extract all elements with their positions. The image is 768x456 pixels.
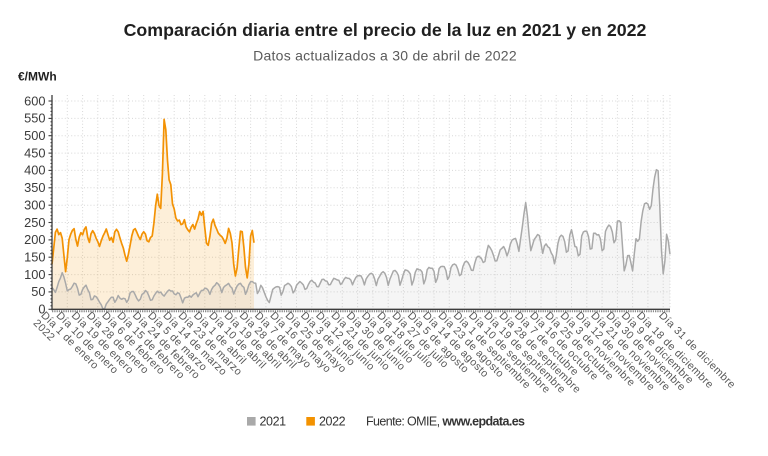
svg-text:2021: 2021: [260, 415, 287, 429]
svg-text:400: 400: [24, 163, 45, 178]
svg-text:Comparación diaria entre el pr: Comparación diaria entre el precio de la…: [124, 20, 647, 40]
svg-text:500: 500: [24, 128, 45, 143]
svg-text:250: 250: [24, 215, 45, 230]
svg-text:150: 150: [24, 250, 45, 265]
svg-text:100: 100: [24, 267, 45, 282]
svg-text:€/MWh: €/MWh: [18, 70, 57, 84]
svg-text:2022: 2022: [319, 415, 346, 429]
svg-text:550: 550: [24, 111, 45, 126]
svg-text:450: 450: [24, 145, 45, 160]
svg-text:300: 300: [24, 198, 45, 213]
svg-text:200: 200: [24, 232, 45, 247]
svg-text:0: 0: [38, 302, 45, 317]
svg-text:600: 600: [24, 93, 45, 108]
svg-text:350: 350: [24, 180, 45, 195]
svg-text:Fuente: OMIE, www.epdata.es: Fuente: OMIE, www.epdata.es: [366, 415, 525, 429]
svg-text:Datos actualizados a 30 de abr: Datos actualizados a 30 de abril de 2022: [253, 48, 517, 64]
svg-text:50: 50: [31, 284, 45, 299]
